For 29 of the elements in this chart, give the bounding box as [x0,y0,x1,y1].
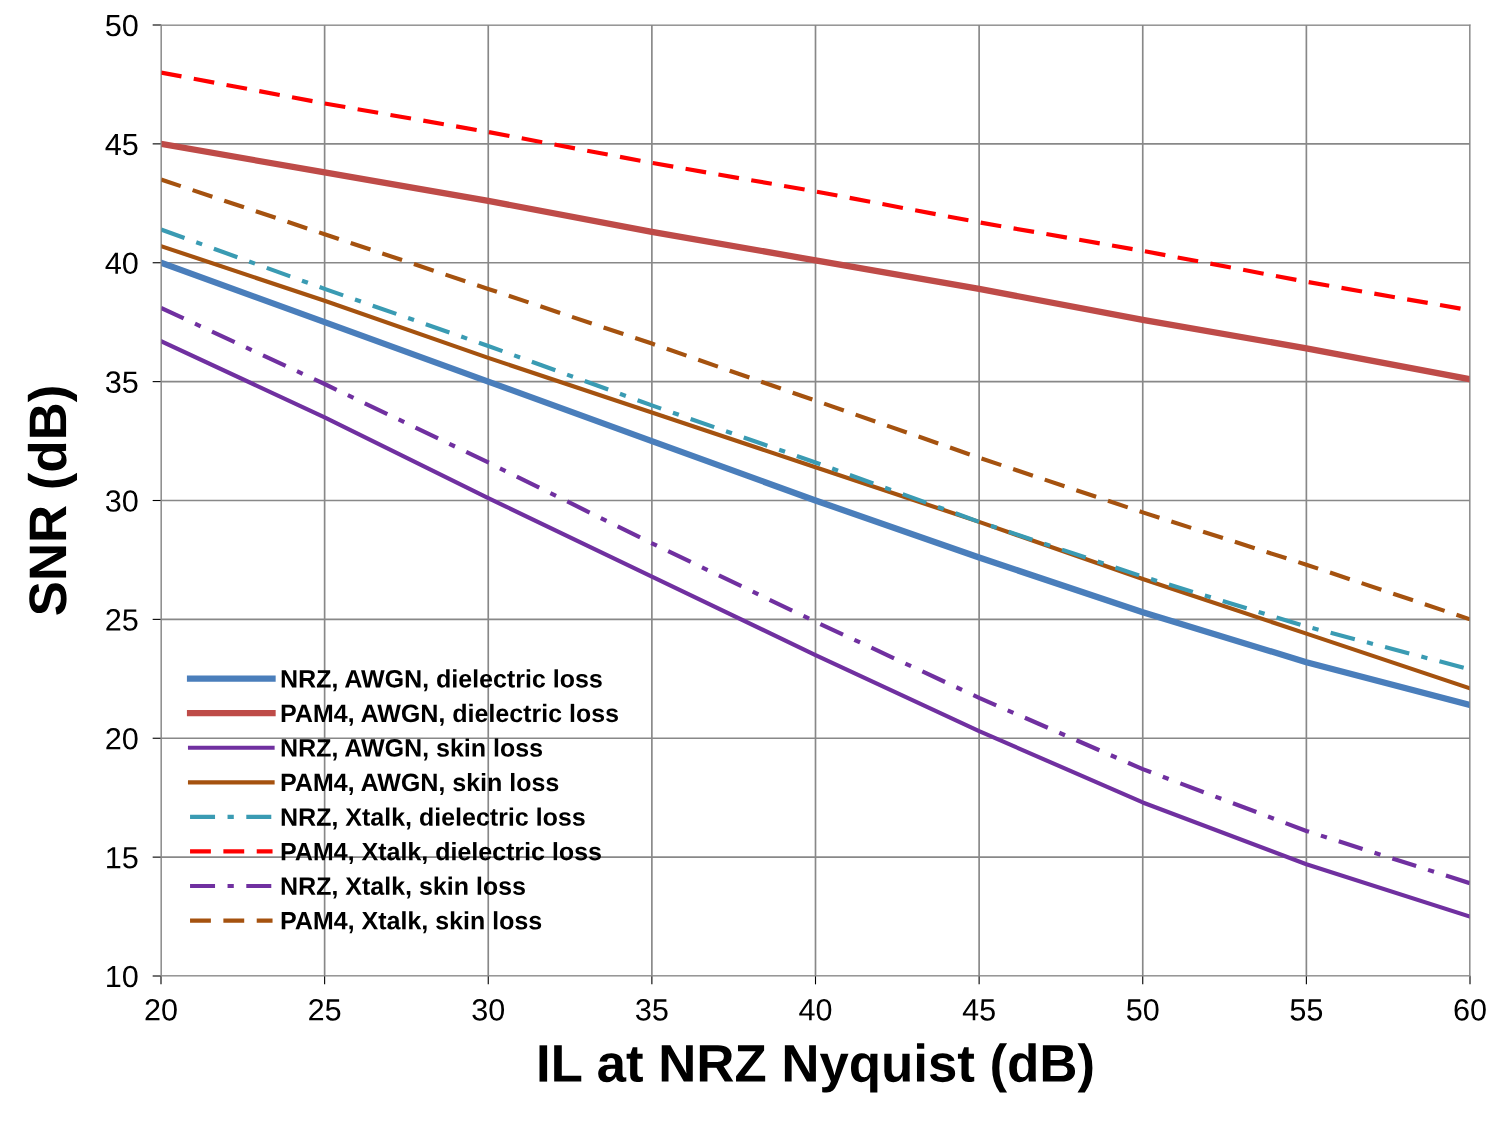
line-series [161,177,1470,622]
legend-label: PAM4, AWGN, skin loss [281,772,559,795]
y-tick-label: 25 [106,609,138,631]
y-tick-label: 45 [105,133,138,156]
legend-label: PAM4, Xtalk, dielectric loss [281,842,601,865]
y-tick-label: 20 [106,727,138,750]
y-tick-label: 15 [107,847,138,869]
y-tick-label: 30 [105,490,138,512]
legend-label: NRZ, Xtalk, skin loss [281,876,525,899]
y-tick-label: 10 [107,965,138,988]
x-tick-label: 40 [799,999,832,1021]
legend-label: NRZ, AWGN, skin loss [281,738,543,761]
legend-label: NRZ, Xtalk, dielectric loss [281,807,585,830]
legend-label: NRZ, AWGN, dielectric loss [281,669,602,692]
y-tick-label: 50 [106,14,138,37]
y-tick-label: 35 [105,371,138,393]
x-axis-title: IL at NRZ Nyquist (dB) [539,1043,1093,1093]
x-tick-label: 30 [472,999,505,1021]
x-tick-label: 35 [636,999,668,1021]
legend-label: PAM4, AWGN, dielectric loss [281,703,618,726]
x-tick-label: 50 [1126,999,1159,1021]
x-tick-label: 55 [1290,999,1323,1021]
legend-label: PAM4, Xtalk, skin loss [281,911,542,934]
x-tick-label: 45 [962,999,995,1021]
y-tick-label: 40 [105,252,138,275]
x-tick-label: 20 [145,999,177,1021]
y-axis-title: SNR (dB) [27,387,78,615]
x-tick-label: 25 [309,999,341,1021]
x-tick-label: 60 [1454,999,1486,1021]
